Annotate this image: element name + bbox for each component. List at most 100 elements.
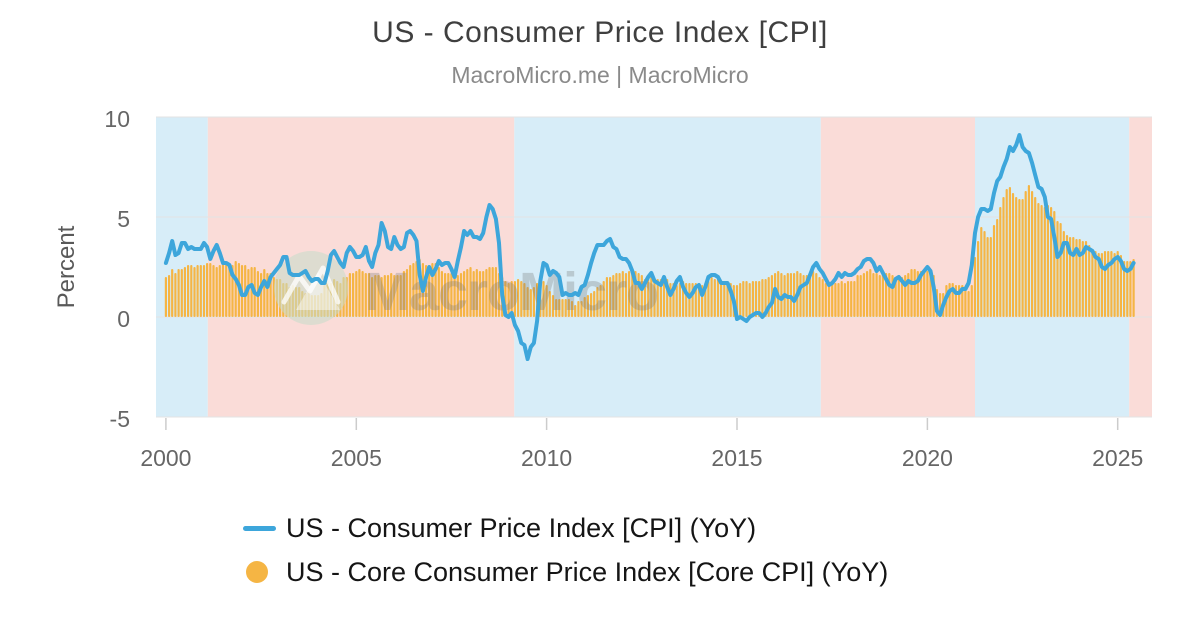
- bar[interactable]: [548, 291, 551, 317]
- bar[interactable]: [352, 273, 355, 317]
- bar[interactable]: [1037, 203, 1040, 317]
- bar[interactable]: [1027, 185, 1030, 317]
- bar[interactable]: [1088, 245, 1091, 317]
- bar[interactable]: [532, 287, 535, 317]
- bar[interactable]: [688, 283, 691, 317]
- bar[interactable]: [977, 241, 980, 317]
- bar[interactable]: [808, 273, 812, 317]
- bar[interactable]: [590, 293, 593, 317]
- bar[interactable]: [723, 283, 726, 317]
- bar[interactable]: [812, 271, 815, 317]
- bar[interactable]: [675, 285, 678, 317]
- bar[interactable]: [980, 227, 983, 317]
- bar[interactable]: [558, 299, 561, 317]
- bar[interactable]: [355, 271, 358, 317]
- bar[interactable]: [624, 273, 628, 317]
- bar[interactable]: [564, 299, 567, 317]
- bar[interactable]: [434, 263, 437, 317]
- bar[interactable]: [225, 263, 228, 317]
- bar[interactable]: [662, 277, 666, 317]
- bar[interactable]: [561, 299, 564, 317]
- bar[interactable]: [862, 273, 865, 317]
- bar[interactable]: [171, 269, 174, 317]
- bar[interactable]: [999, 207, 1002, 317]
- bar[interactable]: [780, 273, 783, 317]
- bar[interactable]: [444, 273, 447, 317]
- bar[interactable]: [1078, 239, 1081, 317]
- bar[interactable]: [647, 277, 650, 317]
- bar[interactable]: [168, 275, 171, 317]
- bar[interactable]: [843, 283, 846, 317]
- bar[interactable]: [866, 271, 869, 317]
- bar[interactable]: [250, 267, 253, 317]
- bar[interactable]: [678, 283, 681, 317]
- bar[interactable]: [263, 269, 266, 317]
- bar[interactable]: [206, 263, 209, 317]
- bar[interactable]: [992, 225, 996, 317]
- bar[interactable]: [463, 271, 466, 317]
- bar[interactable]: [748, 283, 751, 317]
- bar[interactable]: [659, 279, 662, 317]
- bar[interactable]: [507, 283, 510, 317]
- bar[interactable]: [459, 273, 463, 317]
- bar[interactable]: [872, 273, 875, 317]
- bar[interactable]: [209, 263, 212, 317]
- bar[interactable]: [926, 271, 929, 317]
- bar[interactable]: [1005, 189, 1008, 317]
- bar[interactable]: [428, 265, 431, 317]
- bar[interactable]: [1065, 235, 1069, 317]
- bar[interactable]: [742, 281, 745, 317]
- bar[interactable]: [190, 265, 193, 317]
- bar[interactable]: [599, 285, 602, 317]
- bar[interactable]: [371, 277, 374, 317]
- bar[interactable]: [520, 281, 523, 317]
- bar[interactable]: [377, 275, 380, 317]
- bar[interactable]: [615, 273, 618, 317]
- bar[interactable]: [570, 301, 574, 317]
- bar[interactable]: [1091, 249, 1094, 317]
- bar[interactable]: [348, 273, 351, 317]
- bar[interactable]: [1015, 197, 1018, 317]
- bar[interactable]: [215, 267, 218, 317]
- bar[interactable]: [402, 271, 405, 317]
- bar[interactable]: [440, 271, 443, 317]
- bar[interactable]: [1129, 261, 1132, 317]
- bar[interactable]: [1059, 223, 1062, 317]
- bar[interactable]: [574, 305, 577, 317]
- bar[interactable]: [405, 269, 409, 317]
- bar[interactable]: [799, 273, 802, 317]
- bar[interactable]: [751, 281, 754, 317]
- bar[interactable]: [221, 263, 225, 317]
- bar[interactable]: [415, 261, 418, 317]
- bar[interactable]: [1094, 251, 1097, 317]
- bar[interactable]: [1050, 207, 1053, 317]
- bar[interactable]: [745, 281, 748, 317]
- bar[interactable]: [859, 275, 862, 317]
- bar[interactable]: [973, 257, 977, 317]
- bar[interactable]: [183, 267, 186, 317]
- bar[interactable]: [628, 271, 631, 317]
- bar[interactable]: [177, 269, 180, 317]
- bar[interactable]: [846, 281, 850, 317]
- bar[interactable]: [970, 285, 973, 317]
- bar[interactable]: [478, 271, 482, 317]
- bar[interactable]: [716, 279, 720, 317]
- bar[interactable]: [580, 301, 583, 317]
- bar[interactable]: [488, 267, 491, 317]
- bar[interactable]: [1018, 199, 1021, 317]
- bar[interactable]: [409, 265, 412, 317]
- bar[interactable]: [383, 275, 386, 317]
- bar[interactable]: [897, 275, 900, 317]
- bar[interactable]: [850, 281, 853, 317]
- bar[interactable]: [437, 267, 440, 317]
- bar[interactable]: [1103, 251, 1107, 317]
- bar[interactable]: [605, 277, 608, 317]
- bar[interactable]: [989, 237, 992, 317]
- bar[interactable]: [180, 269, 183, 317]
- bar[interactable]: [390, 273, 393, 317]
- bar[interactable]: [577, 301, 580, 317]
- bar[interactable]: [1132, 259, 1135, 317]
- bar[interactable]: [894, 277, 897, 317]
- bar[interactable]: [967, 291, 970, 317]
- bar[interactable]: [196, 265, 199, 317]
